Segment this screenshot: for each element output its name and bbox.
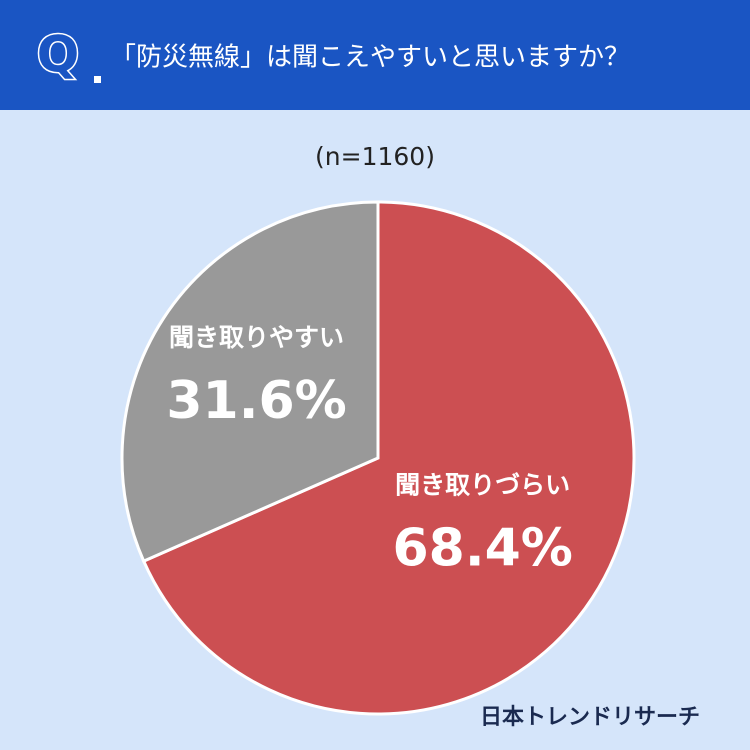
pie-slice <box>120 200 380 564</box>
chart-subtitle: (n=1160) <box>315 142 435 171</box>
slice-category-label: 聞き取りやすい <box>169 323 344 352</box>
slice-category-label: 聞き取りづらい <box>395 470 570 499</box>
pie-slice <box>141 200 636 716</box>
slice-value-label: 31.6% <box>166 371 346 431</box>
source-brand: 日本トレンドリサーチ <box>480 705 700 730</box>
chart-title: 「防災無線」は聞こえやすいと思いますか？ <box>110 43 630 73</box>
slice-value-label: 68.4% <box>392 518 572 578</box>
header-bar <box>0 0 750 110</box>
question-marker: Q <box>37 26 80 84</box>
question-dot <box>94 76 101 83</box>
